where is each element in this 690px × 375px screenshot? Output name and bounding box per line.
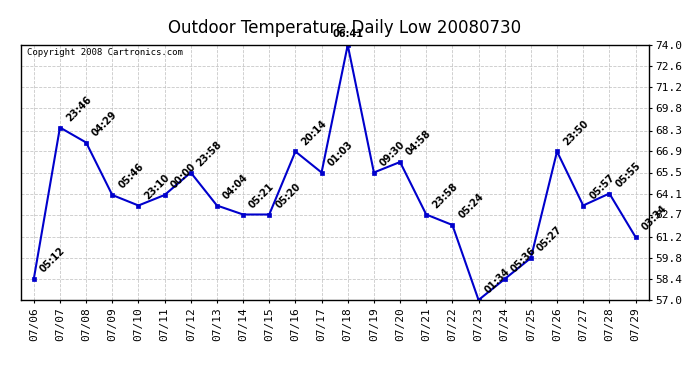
Text: 05:46: 05:46	[117, 162, 146, 191]
Text: 05:24: 05:24	[457, 192, 486, 221]
Text: Outdoor Temperature Daily Low 20080730: Outdoor Temperature Daily Low 20080730	[168, 19, 522, 37]
Text: 05:36: 05:36	[509, 246, 538, 275]
Text: 00:00: 00:00	[169, 162, 198, 191]
Text: 05:12: 05:12	[38, 246, 67, 275]
Text: 23:58: 23:58	[195, 139, 224, 168]
Text: 23:50: 23:50	[561, 118, 590, 147]
Text: 23:46: 23:46	[64, 94, 93, 123]
Text: 05:21: 05:21	[247, 182, 276, 210]
Text: 03:34: 03:34	[640, 204, 669, 233]
Text: Copyright 2008 Cartronics.com: Copyright 2008 Cartronics.com	[27, 48, 183, 57]
Text: 23:10: 23:10	[143, 172, 172, 201]
Text: 01:34: 01:34	[483, 267, 512, 296]
Text: 23:58: 23:58	[431, 181, 460, 210]
Text: 20:14: 20:14	[299, 118, 328, 147]
Text: 05:57: 05:57	[587, 172, 616, 201]
Text: 04:29: 04:29	[90, 110, 119, 138]
Text: 05:20: 05:20	[273, 182, 302, 210]
Text: 04:04: 04:04	[221, 172, 250, 201]
Text: 06:41: 06:41	[332, 30, 363, 39]
Text: 01:03: 01:03	[326, 140, 355, 168]
Text: 04:58: 04:58	[404, 129, 433, 158]
Text: 05:55: 05:55	[613, 160, 642, 189]
Text: 05:27: 05:27	[535, 225, 564, 254]
Text: 09:30: 09:30	[378, 140, 407, 168]
